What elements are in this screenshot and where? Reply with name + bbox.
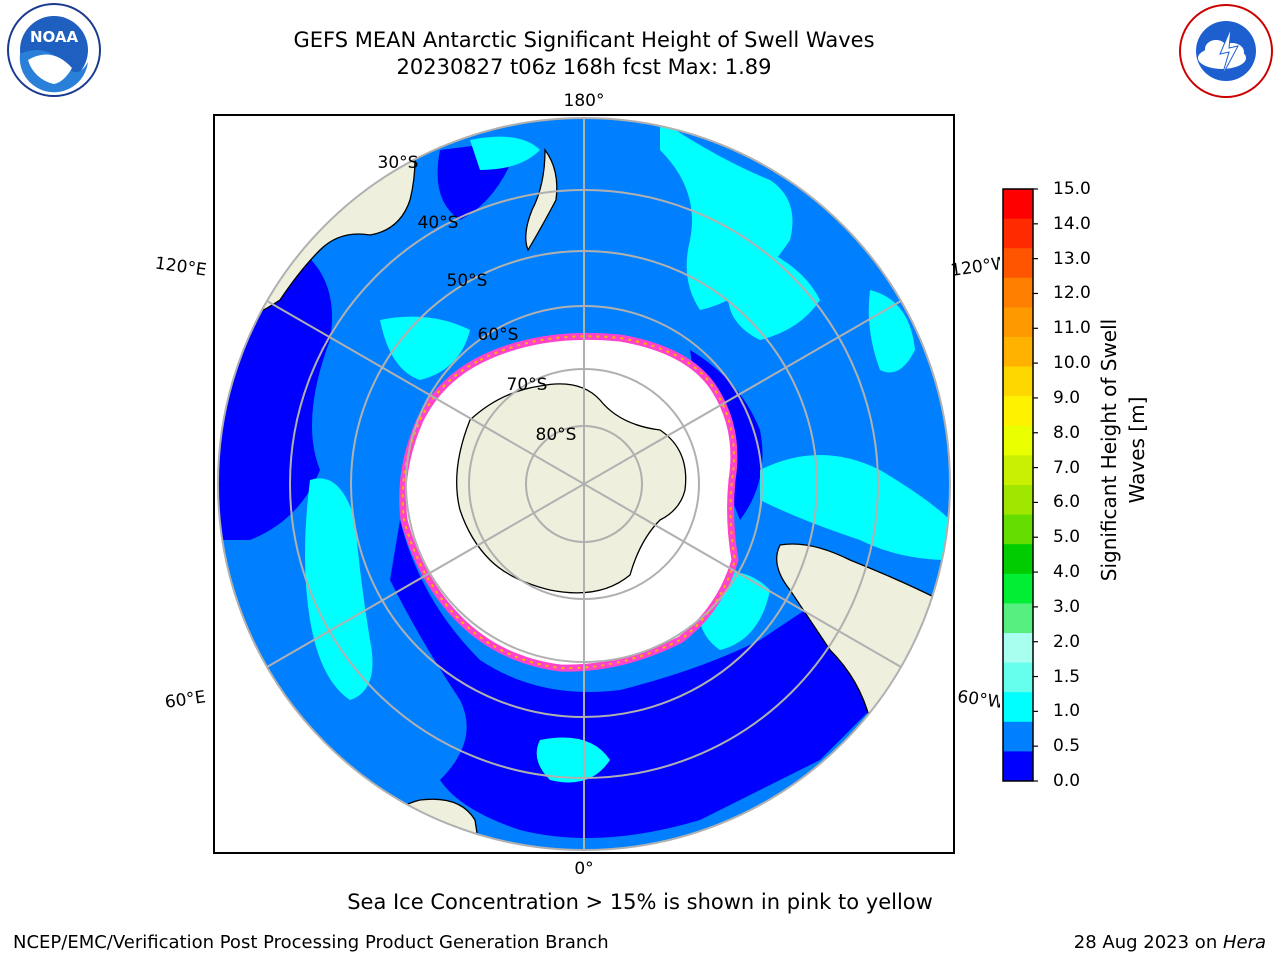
swell-cyan-ne2 xyxy=(728,240,820,340)
colorbar-tick-label: 3.0 xyxy=(1053,596,1081,617)
colorbar-label: Significant Height of Swell Waves [m] xyxy=(1095,310,1155,590)
noaa-logo: NOAA xyxy=(7,3,101,97)
colorbar-tick-label: 13.0 xyxy=(1053,248,1091,269)
colorbar-tick-label: 1.5 xyxy=(1053,666,1081,687)
lon-label-60w: 60°W xyxy=(956,687,1000,713)
chart-subtitle: 20230827 t06z 168h fcst Max: 1.89 xyxy=(396,55,772,79)
chart-title: GEFS MEAN Antarctic Significant Height o… xyxy=(293,28,875,52)
colorbar-tick-label: 8.0 xyxy=(1053,422,1081,443)
lon-label-0: 0° xyxy=(574,859,593,879)
colorbar-segment xyxy=(1003,425,1033,456)
lat-label-40s: 40°S xyxy=(418,213,459,233)
new-zealand-land xyxy=(525,148,558,252)
colorbar-segment xyxy=(1003,721,1033,752)
credit-text: NCEP/EMC/Verification Post Processing Pr… xyxy=(13,932,609,953)
lon-label-60e: 60°E xyxy=(164,687,207,712)
colorbar-segment xyxy=(1003,633,1033,664)
run-date: 28 Aug 2023 on Hera xyxy=(1074,932,1266,953)
colorbar-segment xyxy=(1003,337,1033,368)
outside-disc xyxy=(0,0,1000,900)
lat-label-50s: 50°S xyxy=(447,271,488,291)
colorbar-tick-label: 11.0 xyxy=(1053,318,1091,339)
lat-label-60s: 60°S xyxy=(478,325,519,345)
colorbar-segment xyxy=(1003,485,1033,516)
colorbar-segment xyxy=(1003,514,1033,545)
colorbar-tick-label: 9.0 xyxy=(1053,387,1081,408)
colorbar-segment xyxy=(1003,396,1033,427)
lat-label-70s: 70°S xyxy=(507,375,548,395)
colorbar-tick-label: 7.0 xyxy=(1053,457,1081,478)
swell-cyan-east2 xyxy=(868,290,915,373)
colorbar-tick-label: 15.0 xyxy=(1053,179,1091,199)
colorbar-tick-label: 4.0 xyxy=(1053,562,1081,583)
colorbar-segment xyxy=(1003,366,1033,397)
map-frame xyxy=(213,114,955,854)
colorbar-tick-label: 5.0 xyxy=(1053,527,1081,548)
colorbar-segment xyxy=(1003,544,1033,575)
sea-ice-note: Sea Ice Concentration > 15% is shown in … xyxy=(347,890,933,914)
colorbar-segment xyxy=(1003,248,1033,279)
colorbar-tick-label: 1.0 xyxy=(1053,701,1081,722)
colorbar-segment xyxy=(1003,573,1033,604)
nws-logo xyxy=(1179,4,1273,98)
run-date-text: 28 Aug 2023 on xyxy=(1073,932,1223,953)
graticule xyxy=(217,117,951,851)
colorbar-border xyxy=(1002,188,1034,782)
lon-label-180: 180° xyxy=(564,91,605,111)
colorbar-segment xyxy=(1003,692,1033,723)
colorbar-segment xyxy=(1003,751,1033,782)
colorbar-segment xyxy=(1003,277,1033,308)
colorbar-tick-label: 0.5 xyxy=(1053,736,1081,757)
colorbar-tick-label: 0.0 xyxy=(1053,771,1081,791)
swell-cyan-east xyxy=(760,455,950,560)
colorbar-tick-label: 14.0 xyxy=(1053,213,1091,234)
swell-cyan-nw xyxy=(380,316,470,380)
colorbar-tick-label: 2.0 xyxy=(1053,631,1081,652)
colorbar-tick-label: 12.0 xyxy=(1053,283,1091,304)
colorbar-segment xyxy=(1003,603,1033,634)
colorbar-label-line1: Significant Height of Swell xyxy=(1097,318,1121,582)
lat-label-80s: 80°S xyxy=(536,425,577,445)
swell-low-south xyxy=(390,520,880,838)
lon-label-120w: 120°W xyxy=(949,253,1000,281)
colorbar-segment xyxy=(1003,662,1033,693)
colorbar-segment xyxy=(1003,455,1033,486)
host-name: Hera xyxy=(1222,932,1266,953)
colorbar-segment xyxy=(1003,218,1033,249)
swell-cyan-n xyxy=(470,136,540,170)
lat-label-30s: 30°S xyxy=(378,153,419,173)
colorbar-segment xyxy=(1003,189,1033,220)
polar-map: 180° 120°E 120°W 60°E 60°W 0° 30°S 40°S … xyxy=(0,0,1000,900)
colorbar-label-line2: Waves [m] xyxy=(1125,396,1149,504)
lon-label-120e: 120°E xyxy=(154,254,208,281)
colorbar xyxy=(1002,188,1038,782)
noaa-logo-text: NOAA xyxy=(30,28,79,46)
colorbar-tick-label: 10.0 xyxy=(1053,353,1091,374)
colorbar-tick-label: 6.0 xyxy=(1053,492,1081,513)
colorbar-segment xyxy=(1003,307,1033,338)
swell-cyan-south xyxy=(536,737,610,783)
